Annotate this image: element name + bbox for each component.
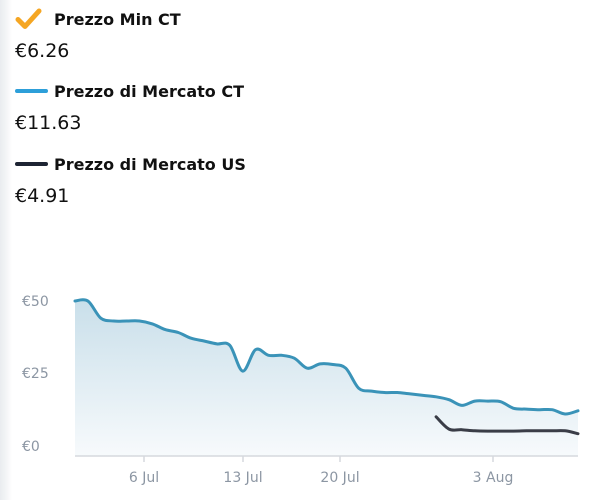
legend-value: €6.26 — [15, 40, 70, 62]
legend-label: Prezzo Min CT — [54, 9, 181, 29]
y-tick-label: €25 — [22, 366, 49, 382]
y-tick-label: €50 — [22, 294, 49, 310]
series-line-1 — [434, 415, 580, 436]
series-line-0 — [73, 298, 580, 416]
y-tick-label: €0 — [22, 439, 40, 455]
legend-label: Prezzo di Mercato US — [54, 154, 246, 174]
left-edge-shadow — [0, 0, 12, 500]
legend-item-prezzo-di-mercato-us[interactable]: Prezzo di Mercato US €4.91 — [15, 151, 575, 223]
line-swatch-icon — [15, 89, 48, 93]
x-tick-label: 6 Jul — [129, 470, 159, 486]
series-area-0 — [75, 299, 578, 456]
x-tick-label: 13 Jul — [223, 470, 262, 486]
x-tick-label: 3 Aug — [473, 470, 514, 486]
legend-item-prezzo-di-mercato-ct[interactable]: Prezzo di Mercato CT €11.63 — [15, 78, 575, 150]
legend-label: Prezzo di Mercato CT — [54, 81, 244, 101]
legend-value: €4.91 — [15, 185, 70, 207]
legend-value: €11.63 — [15, 112, 82, 134]
legend-item-prezzo-min-ct[interactable]: Prezzo Min CT €6.26 — [15, 6, 575, 78]
x-tick-label: 20 Jul — [320, 470, 359, 486]
line-swatch-icon — [15, 162, 48, 166]
checkmark-icon — [15, 8, 42, 29]
